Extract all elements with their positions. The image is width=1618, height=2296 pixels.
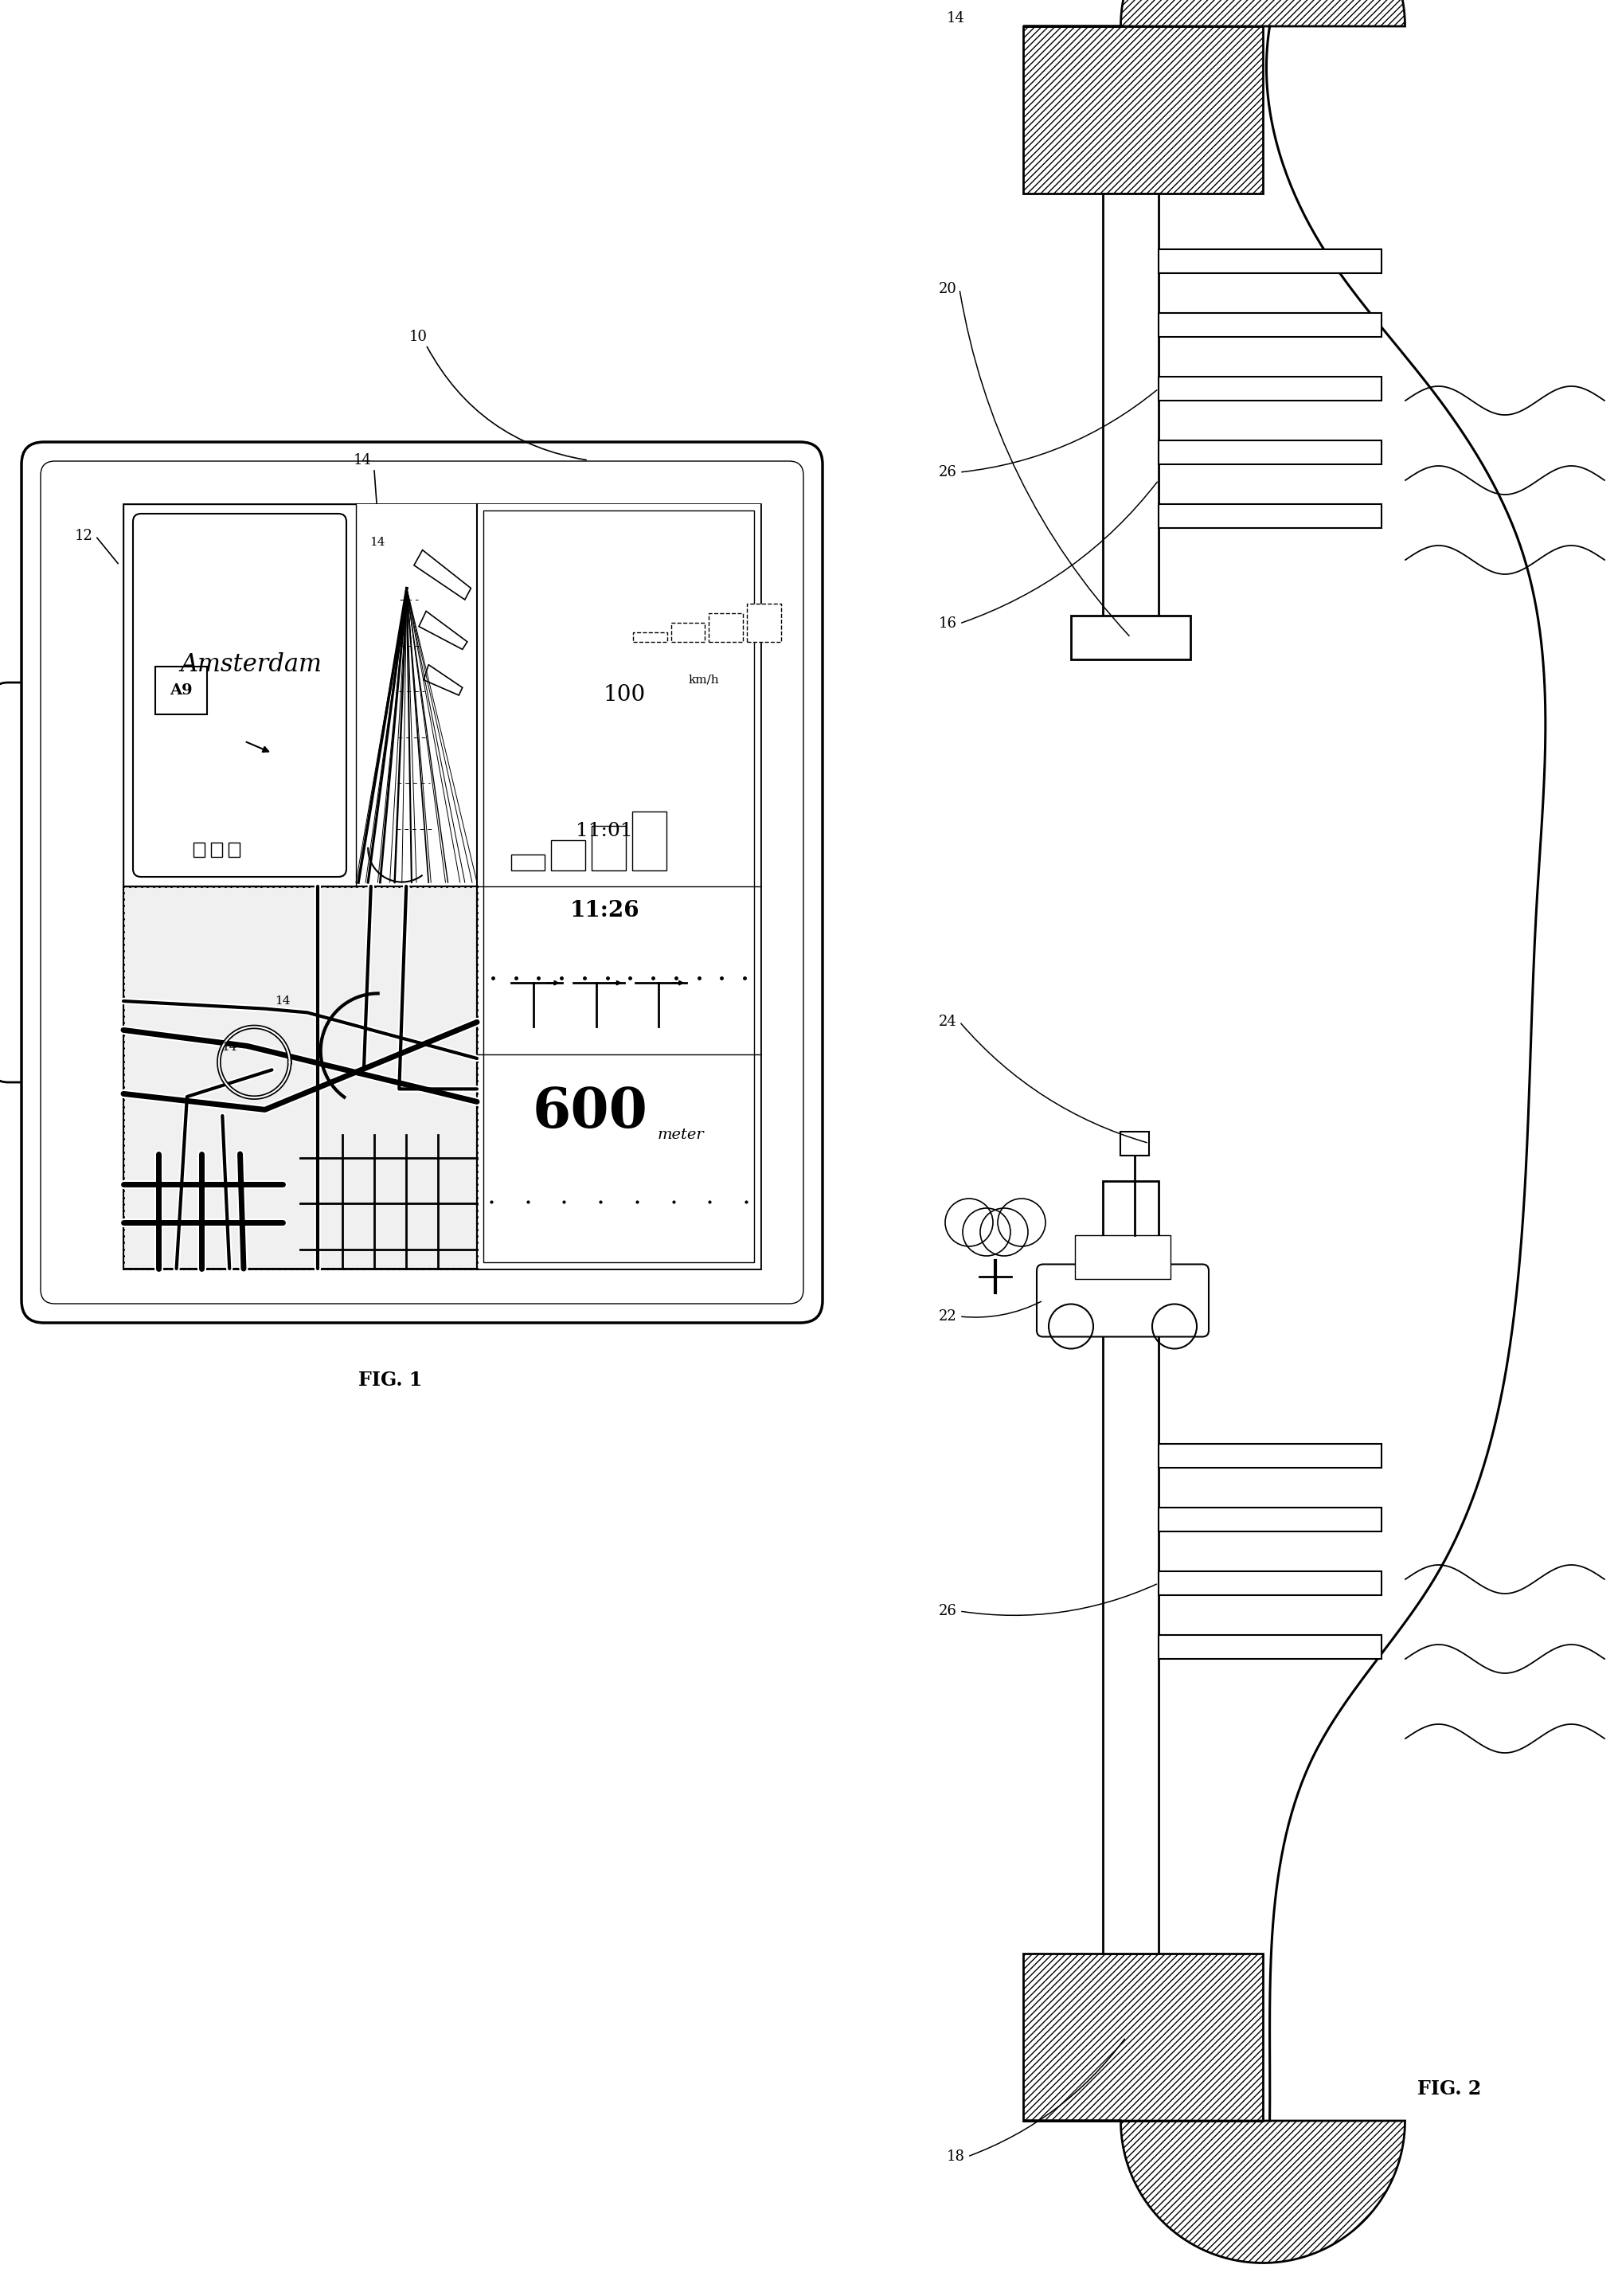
Text: 16: 16: [938, 615, 956, 631]
Bar: [1158, 312, 1382, 338]
Bar: [123, 886, 477, 1270]
Text: meter: meter: [657, 1127, 704, 1141]
Bar: [671, 622, 705, 643]
Bar: [123, 886, 477, 1270]
Text: km/h: km/h: [688, 675, 718, 687]
Bar: [356, 505, 477, 886]
Bar: [592, 827, 626, 870]
Bar: [552, 840, 586, 870]
Bar: [484, 510, 754, 1263]
Text: A9: A9: [170, 684, 193, 698]
Bar: [1071, 615, 1191, 659]
Bar: [1158, 505, 1382, 528]
Bar: [1103, 193, 1158, 625]
Bar: [1158, 1444, 1382, 1467]
Text: FIG. 2: FIG. 2: [1417, 2080, 1480, 2099]
Text: FIG. 1: FIG. 1: [358, 1371, 422, 1389]
Bar: [1103, 1180, 1158, 1954]
Bar: [1158, 250, 1382, 273]
Text: Amsterdam: Amsterdam: [181, 652, 322, 677]
Bar: [1158, 441, 1382, 464]
Text: 11:26: 11:26: [570, 900, 639, 921]
Text: 24: 24: [938, 1015, 956, 1029]
Text: 20: 20: [938, 282, 956, 296]
Bar: [228, 843, 239, 856]
Bar: [748, 604, 781, 643]
Bar: [1023, 1954, 1264, 2122]
Text: 26: 26: [938, 466, 956, 480]
Bar: [1158, 1570, 1382, 1596]
Bar: [1158, 377, 1382, 400]
Text: 14: 14: [275, 996, 290, 1006]
Text: 14: 14: [371, 537, 385, 549]
Text: 18: 18: [947, 2149, 964, 2163]
Bar: [709, 613, 743, 643]
Bar: [210, 843, 222, 856]
FancyBboxPatch shape: [0, 682, 68, 1081]
Text: 14: 14: [222, 1042, 238, 1052]
Text: 26: 26: [938, 1605, 956, 1619]
Text: 11:01: 11:01: [576, 822, 633, 840]
Bar: [1120, 1132, 1149, 1155]
Bar: [511, 854, 545, 870]
Bar: [633, 810, 667, 870]
FancyBboxPatch shape: [21, 443, 822, 1322]
FancyBboxPatch shape: [1037, 1265, 1209, 1336]
Text: 14: 14: [353, 452, 371, 468]
Bar: [1158, 1508, 1382, 1531]
Bar: [155, 666, 207, 714]
Bar: [193, 843, 204, 856]
Text: 22: 22: [938, 1309, 956, 1322]
Text: 600: 600: [532, 1086, 649, 1139]
Text: 12: 12: [74, 528, 92, 544]
Bar: [633, 631, 667, 643]
Text: 10: 10: [409, 331, 427, 344]
Bar: [123, 505, 760, 1270]
FancyBboxPatch shape: [133, 514, 346, 877]
Text: 100: 100: [604, 684, 646, 705]
Bar: [1023, 25, 1264, 193]
Text: 14: 14: [947, 11, 964, 25]
Bar: [1158, 1635, 1382, 1660]
Bar: [477, 505, 760, 1270]
Bar: [123, 505, 356, 886]
Bar: [1074, 1235, 1170, 1279]
